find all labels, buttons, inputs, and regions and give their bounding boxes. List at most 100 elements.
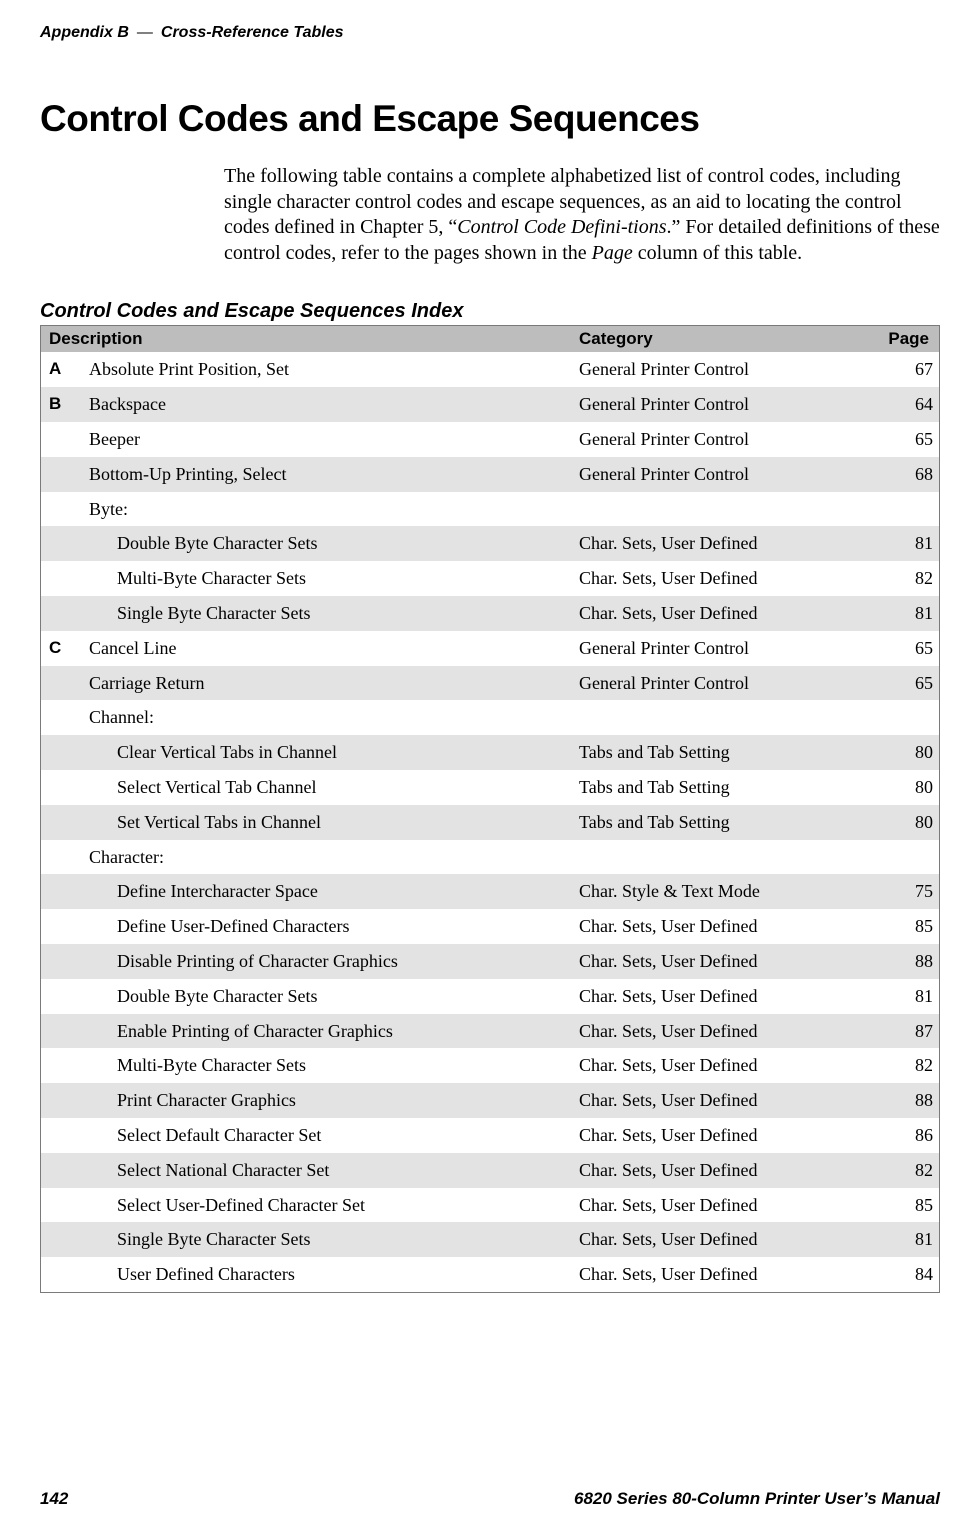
table-row: Select Default Character SetChar. Sets, … [41, 1118, 940, 1153]
row-letter [41, 874, 82, 909]
running-head: Appendix B—Cross-Reference Tables [40, 24, 940, 42]
table-row: Channel: [41, 700, 940, 735]
row-description: Multi-Byte Character Sets [81, 561, 571, 596]
row-page: 88 [865, 1083, 940, 1118]
table-row: Clear Vertical Tabs in ChannelTabs and T… [41, 735, 940, 770]
row-page: 82 [865, 1048, 940, 1083]
table-title: Control Codes and Escape Sequences Index [40, 300, 940, 323]
row-page: 81 [865, 979, 940, 1014]
row-description: Clear Vertical Tabs in Channel [81, 735, 571, 770]
table-row: Set Vertical Tabs in ChannelTabs and Tab… [41, 805, 940, 840]
row-letter [41, 1014, 82, 1049]
row-page: 82 [865, 1153, 940, 1188]
row-category: Char. Sets, User Defined [571, 1222, 865, 1257]
table-row: Multi-Byte Character SetsChar. Sets, Use… [41, 1048, 940, 1083]
row-category: General Printer Control [571, 666, 865, 701]
row-page: 81 [865, 596, 940, 631]
row-description: Bottom-Up Printing, Select [81, 457, 571, 492]
table-row: Print Character GraphicsChar. Sets, User… [41, 1083, 940, 1118]
row-letter: A [41, 352, 82, 387]
running-head-right: Cross-Reference Tables [161, 24, 344, 41]
header-page: Page [865, 326, 940, 353]
table-row: Select National Character SetChar. Sets,… [41, 1153, 940, 1188]
row-page: 87 [865, 1014, 940, 1049]
table-row: Double Byte Character SetsChar. Sets, Us… [41, 526, 940, 561]
row-letter [41, 700, 82, 735]
intro-paragraph: The following table contains a complete … [224, 164, 940, 266]
table-header-row: Description Category Page [41, 326, 940, 353]
row-category: Char. Sets, User Defined [571, 561, 865, 596]
row-category [571, 700, 865, 735]
row-page [865, 492, 940, 527]
header-description: Description [41, 326, 572, 353]
row-description: Print Character Graphics [81, 1083, 571, 1118]
row-page [865, 840, 940, 875]
page-container: Appendix B—Cross-Reference Tables Contro… [0, 0, 976, 1529]
row-letter [41, 457, 82, 492]
row-description: Byte: [81, 492, 571, 527]
table-row: User Defined CharactersChar. Sets, User … [41, 1257, 940, 1292]
intro-post: column of this table. [633, 242, 802, 264]
row-description: Carriage Return [81, 666, 571, 701]
row-page: 85 [865, 1188, 940, 1223]
row-description: Enable Printing of Character Graphics [81, 1014, 571, 1049]
row-category: General Printer Control [571, 422, 865, 457]
row-page: 82 [865, 561, 940, 596]
row-category: Char. Sets, User Defined [571, 526, 865, 561]
table-row: Carriage ReturnGeneral Printer Control65 [41, 666, 940, 701]
row-page: 75 [865, 874, 940, 909]
footer-page-number: 142 [40, 1489, 68, 1509]
row-description: Backspace [81, 387, 571, 422]
row-description: Define User-Defined Characters [81, 909, 571, 944]
row-page: 84 [865, 1257, 940, 1292]
row-description: Select Default Character Set [81, 1118, 571, 1153]
row-page: 86 [865, 1118, 940, 1153]
row-page [865, 700, 940, 735]
table-row: Select Vertical Tab ChannelTabs and Tab … [41, 770, 940, 805]
index-table: Description Category Page AAbsolute Prin… [40, 325, 940, 1293]
running-head-left: Appendix B [40, 24, 129, 41]
row-letter [41, 1048, 82, 1083]
row-description: Character: [81, 840, 571, 875]
row-letter [41, 840, 82, 875]
row-category: Char. Sets, User Defined [571, 1153, 865, 1188]
row-letter [41, 979, 82, 1014]
table-row: Character: [41, 840, 940, 875]
table-row: Byte: [41, 492, 940, 527]
row-page: 65 [865, 666, 940, 701]
row-letter: C [41, 631, 82, 666]
intro-ital1: Control Code Defini-tions [457, 216, 666, 238]
row-category: Char. Sets, User Defined [571, 1257, 865, 1292]
row-letter [41, 1257, 82, 1292]
table-row: CCancel LineGeneral Printer Control65 [41, 631, 940, 666]
row-category [571, 840, 865, 875]
row-category: Char. Sets, User Defined [571, 1014, 865, 1049]
row-page: 65 [865, 422, 940, 457]
running-head-dash: — [129, 24, 161, 41]
row-description: Double Byte Character Sets [81, 526, 571, 561]
row-description: Single Byte Character Sets [81, 596, 571, 631]
row-page: 65 [865, 631, 940, 666]
row-page: 85 [865, 909, 940, 944]
row-description: Channel: [81, 700, 571, 735]
row-category: Char. Sets, User Defined [571, 1048, 865, 1083]
row-description: Cancel Line [81, 631, 571, 666]
table-row: Define Intercharacter SpaceChar. Style &… [41, 874, 940, 909]
row-description: Set Vertical Tabs in Channel [81, 805, 571, 840]
table-row: Bottom-Up Printing, SelectGeneral Printe… [41, 457, 940, 492]
row-page: 68 [865, 457, 940, 492]
table-row: Enable Printing of Character GraphicsCha… [41, 1014, 940, 1049]
page-footer: 142 6820 Series 80-Column Printer User’s… [40, 1489, 940, 1509]
table-row: Disable Printing of Character GraphicsCh… [41, 944, 940, 979]
row-letter [41, 526, 82, 561]
row-description: User Defined Characters [81, 1257, 571, 1292]
row-description: Disable Printing of Character Graphics [81, 944, 571, 979]
row-category: Char. Sets, User Defined [571, 596, 865, 631]
row-description: Select National Character Set [81, 1153, 571, 1188]
table-row: Select User-Defined Character SetChar. S… [41, 1188, 940, 1223]
row-letter [41, 666, 82, 701]
row-description: Multi-Byte Character Sets [81, 1048, 571, 1083]
row-page: 80 [865, 735, 940, 770]
table-row: Define User-Defined CharactersChar. Sets… [41, 909, 940, 944]
row-description: Beeper [81, 422, 571, 457]
